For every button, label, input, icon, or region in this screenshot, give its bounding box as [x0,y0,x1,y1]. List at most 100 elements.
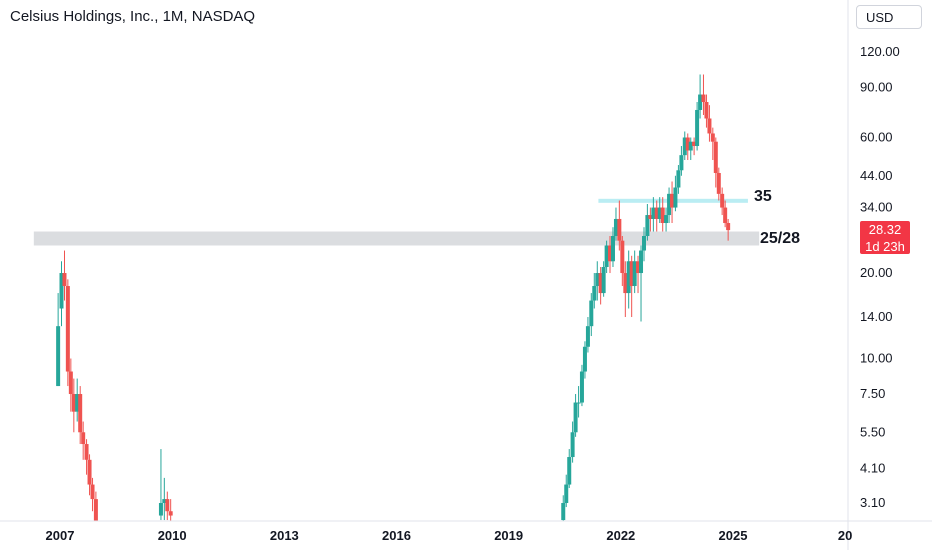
candle-body-24 [582,346,587,372]
candle-body-68 [720,193,725,208]
candle-body-2 [62,273,67,287]
price-tick-label: 20.00 [860,265,893,280]
candle-body-22 [576,402,581,404]
candle-body-28 [595,273,600,287]
candle-body-49 [660,207,665,224]
candle-body-20 [570,432,575,458]
candle-body-13 [158,503,163,516]
price-axis[interactable]: 120.00 90.00 60.00 44.00 34.00 20.00 14.00 10.0… [860,44,900,510]
candle-body-52 [670,193,675,208]
candle-body-16 [168,511,173,516]
time-tick-label: 20 [838,528,852,543]
price-tick-label: 7.50 [860,386,885,401]
candle-body-44 [645,215,650,237]
price-tick-label: 120.00 [860,44,900,59]
candle-body-46 [651,207,656,219]
candle-body-53 [673,187,678,208]
candle-body-45 [648,215,653,219]
candle-body-58 [688,141,693,151]
candle-body-47 [654,207,659,219]
candle-body-5 [71,394,76,412]
candle-body-15 [165,499,170,512]
candle-body-63 [704,102,709,119]
candle-body-11 [90,484,95,500]
time-tick-label: 2019 [494,528,523,543]
candle-body-25 [585,326,590,347]
candle-body-54 [676,170,681,188]
time-tick-label: 2007 [46,528,75,543]
zone-0 [33,231,760,246]
candles-layer [56,74,731,521]
candle-body-10 [87,459,92,485]
candle-body-62 [701,94,706,103]
candle-body-67 [716,172,721,194]
candle-body-60 [695,109,700,147]
candle-body-59 [692,141,697,147]
candle-body-26 [589,300,594,327]
candle-body-1 [59,273,64,309]
time-tick-label: 2016 [382,528,411,543]
zone-label-35: 35 [754,188,772,205]
candle-body-48 [657,207,662,219]
candle-body-64 [707,118,712,134]
candle-body-31 [604,245,609,268]
candle-body-6 [75,394,80,412]
candle-body-14 [162,499,167,503]
candle-body-29 [598,273,603,294]
price-tick-label: 10.00 [860,351,893,366]
zone-label-25-28: 25/28 [760,230,801,247]
time-tick-label: 2022 [606,528,635,543]
candle-body-3 [65,286,70,372]
candle-body-43 [642,236,647,251]
candle-countdown: 1d 23h [865,239,905,254]
price-tick-label: 90.00 [860,79,893,94]
time-tick-label: 2025 [719,528,748,543]
candle-body-57 [685,137,690,151]
candle-body-30 [601,267,606,294]
price-tick-label: 3.10 [860,495,885,510]
time-axis[interactable]: 2007 2010 2013 2016 2019 2022 2025 20 [46,528,853,543]
price-tick-label: 4.10 [860,461,885,476]
candle-body-35 [617,218,622,241]
candle-body-21 [573,402,578,433]
last-price-badge: 28.32 1d 23h [860,221,910,254]
candle-body-4 [68,371,73,395]
candle-body-51 [667,193,672,216]
candle-body-50 [664,215,669,224]
candle-body-9 [84,444,89,460]
last-price: 28.32 [868,222,902,237]
candle-body-65 [710,133,715,142]
candle-body-32 [607,245,612,262]
candle-body-61 [698,94,703,110]
candle-body-66 [713,141,718,173]
candle-body-27 [592,286,597,301]
candle-body-34 [613,218,618,237]
candle-body-42 [639,250,644,274]
candle-body-37 [623,273,628,294]
candle-body-12 [93,499,98,521]
candle-body-36 [620,240,625,274]
time-tick-label: 2013 [270,528,299,543]
candle-body-55 [679,155,684,171]
candle-body-0 [56,326,61,387]
candle-body-7 [78,394,83,433]
price-tick-label: 14.00 [860,309,893,324]
candle-body-56 [682,137,687,156]
candle-body-38 [626,261,631,294]
candle-body-8 [81,432,86,445]
candle-body-41 [636,261,641,274]
candle-body-19 [567,457,572,485]
time-tick-label: 2010 [158,528,187,543]
candle-body-17 [561,503,566,521]
candle-body-23 [579,371,584,403]
price-tick-label: 44.00 [860,168,893,183]
currency-button[interactable]: USD [856,5,922,29]
candle-body-40 [632,261,637,287]
candle-body-18 [564,484,569,503]
price-tick-label: 34.00 [860,200,893,215]
price-tick-label: 5.50 [860,424,885,439]
price-tick-label: 60.00 [860,130,893,145]
candle-body-39 [629,261,634,287]
candle-body-69 [723,207,728,224]
